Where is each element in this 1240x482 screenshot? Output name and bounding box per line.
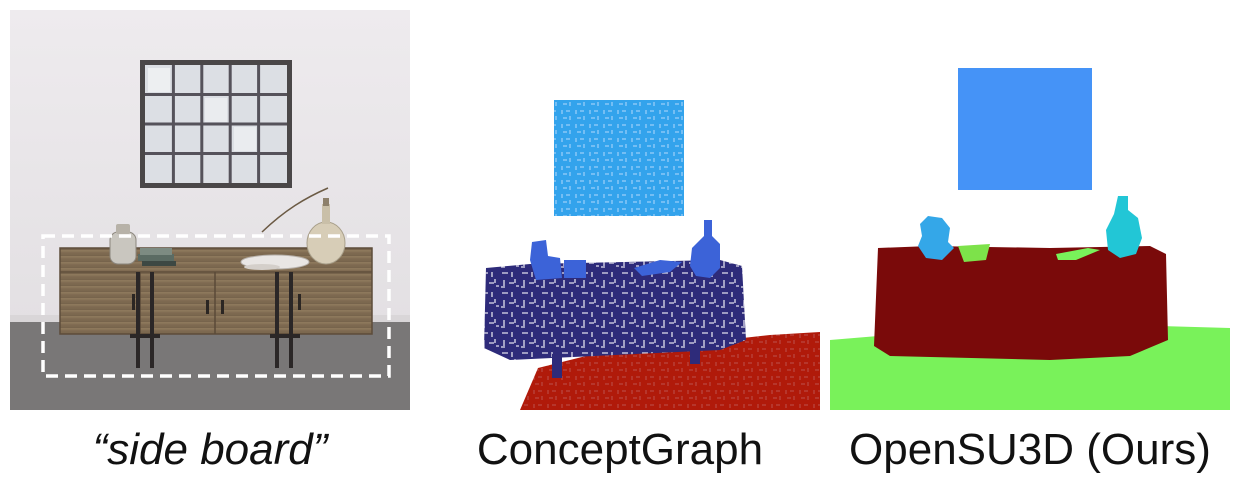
picture-segment: [958, 68, 1092, 190]
glass-jar: [109, 224, 137, 265]
query-caption: “side board”: [92, 425, 328, 474]
input-photo-panel: [10, 10, 410, 410]
plant-segment: [918, 216, 954, 260]
dish-segment: [1056, 248, 1100, 260]
feather-dish: [240, 254, 310, 270]
conceptgraph-render: [484, 100, 820, 410]
books-segment: [564, 260, 586, 278]
highlight-box: [41, 234, 391, 378]
input-photo: [10, 10, 410, 410]
sideboard: [59, 247, 373, 368]
vase-segment: [690, 220, 720, 278]
conceptgraph-caption: ConceptGraph: [476, 425, 764, 474]
jar-segment: [530, 240, 562, 280]
bowl-segment: [958, 244, 990, 262]
conceptgraph-render-panel: [420, 10, 820, 410]
window: [140, 60, 292, 188]
opensu3d-render: [830, 68, 1230, 410]
books: [138, 248, 176, 266]
carpet: [10, 322, 410, 410]
dish-segment: [634, 260, 682, 276]
vase-segment: [1106, 196, 1142, 258]
branch: [261, 187, 329, 233]
opensu3d-render-panel: [830, 10, 1230, 410]
sideboard-segment: [874, 246, 1168, 360]
opensu3d-caption: OpenSU3D (Ours): [849, 425, 1211, 474]
vase: [306, 198, 346, 265]
